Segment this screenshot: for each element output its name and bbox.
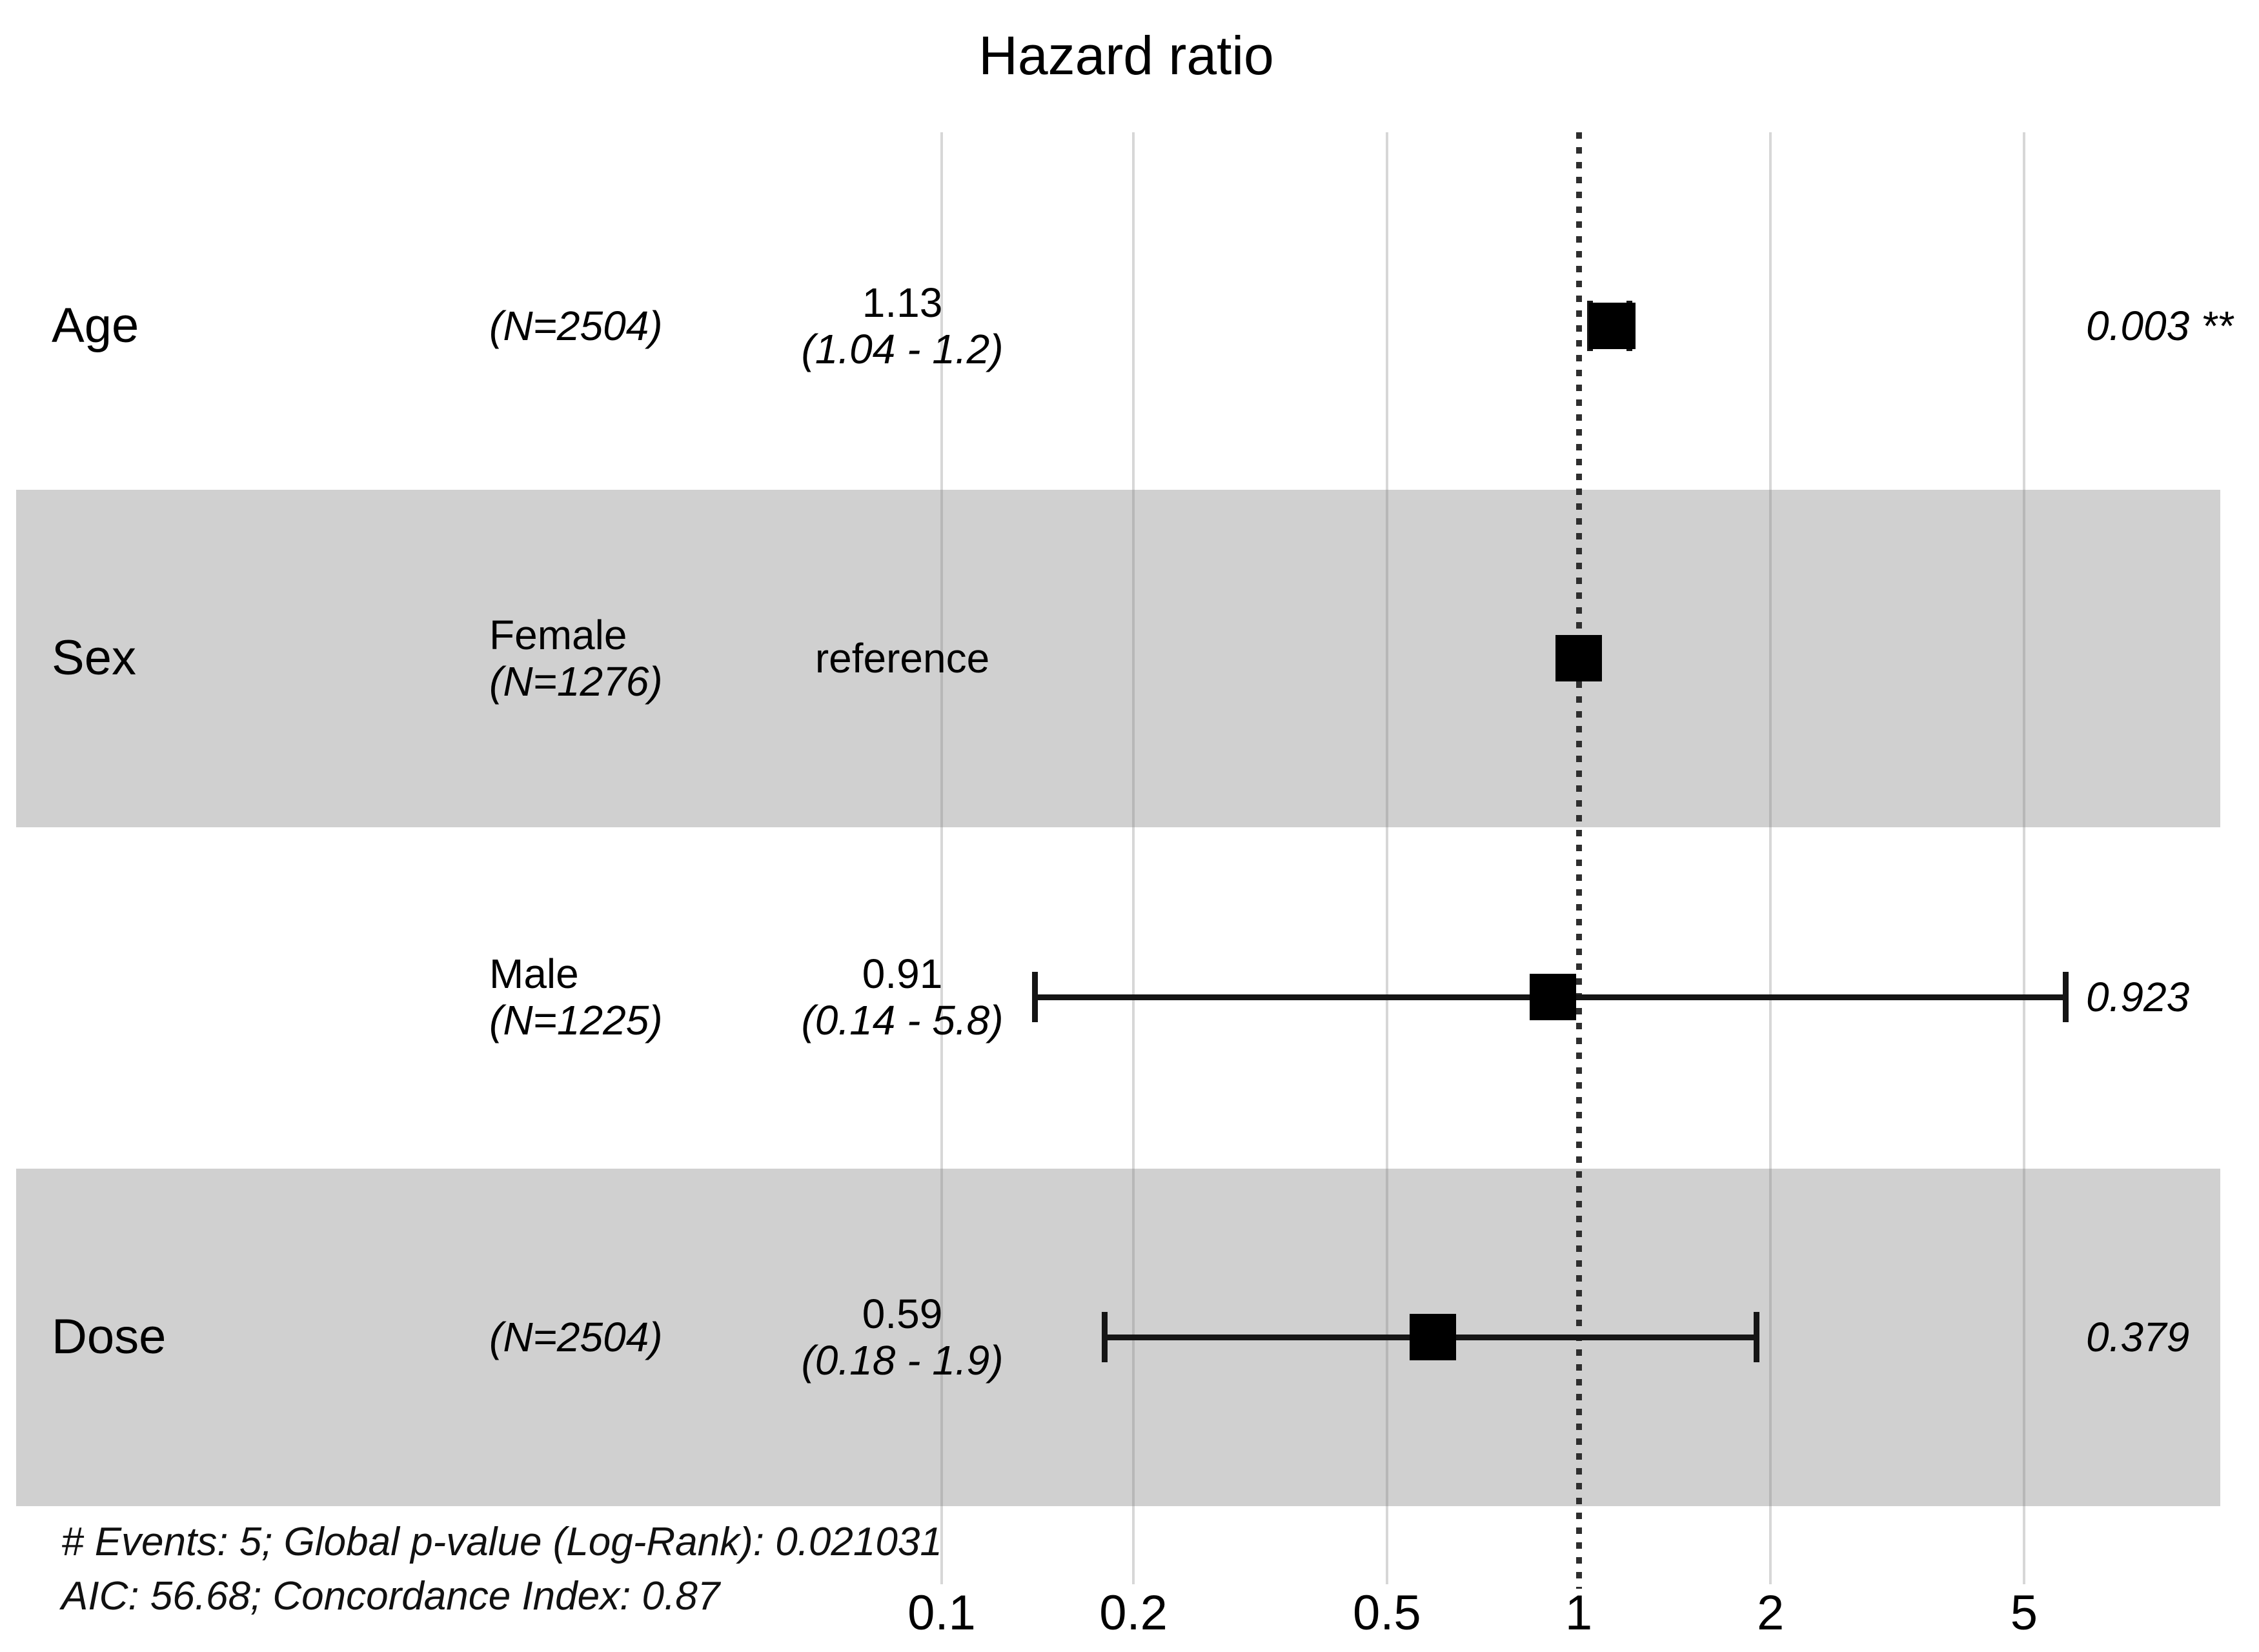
x-gridline bbox=[1385, 132, 1388, 1584]
chart-title: Hazard ratio bbox=[978, 25, 1274, 86]
reference-line bbox=[1576, 132, 1582, 1589]
level-name: Male bbox=[489, 951, 579, 997]
estimate-ci: (1.04 - 1.2) bbox=[801, 326, 1004, 372]
hr-marker bbox=[1529, 974, 1576, 1020]
x-tick-label: 0.2 bbox=[1099, 1586, 1168, 1640]
row-p-value: 0.923 bbox=[2086, 974, 2190, 1020]
row-variable-label: Sex bbox=[52, 630, 136, 685]
level-n-count: (N=2504) bbox=[489, 1314, 663, 1360]
level-name: Female bbox=[489, 612, 627, 658]
row-p-value: 0.003 ** bbox=[2086, 303, 2233, 349]
hr-marker bbox=[1409, 1314, 1456, 1360]
ci-cap-right bbox=[1754, 1312, 1760, 1362]
row-estimate: reference bbox=[709, 587, 1096, 729]
x-tick-label: 1 bbox=[1565, 1586, 1593, 1640]
estimate-value: reference bbox=[815, 635, 990, 681]
hr-marker bbox=[1589, 303, 1636, 349]
level-n-count: (N=1276) bbox=[489, 658, 663, 705]
x-gridline bbox=[1132, 132, 1135, 1584]
model-statistics: # Events: 5; Global p-value (Log-Rank): … bbox=[61, 1515, 942, 1624]
row-level-label: (N=2504) bbox=[489, 1266, 663, 1408]
row-level-label: (N=2504) bbox=[489, 255, 663, 397]
row-level-label: Male (N=1225) bbox=[489, 926, 663, 1068]
row-estimate: 1.13 (1.04 - 1.2) bbox=[709, 255, 1096, 397]
footnote-aic-concordance: AIC: 56.68; Concordance Index: 0.87 bbox=[61, 1574, 720, 1618]
ci-cap-left bbox=[1101, 1312, 1108, 1362]
estimate-value: 0.59 bbox=[862, 1291, 943, 1337]
x-gridline bbox=[2022, 132, 2025, 1584]
x-tick-label: 0.1 bbox=[907, 1586, 976, 1640]
x-tick-label: 0.5 bbox=[1353, 1586, 1421, 1640]
level-n-count: (N=1225) bbox=[489, 997, 663, 1043]
x-gridline bbox=[1769, 132, 1772, 1584]
row-p-value: 0.379 bbox=[2086, 1314, 2190, 1360]
ci-cap-right bbox=[2062, 972, 2069, 1022]
row-variable-label: Age bbox=[52, 298, 139, 353]
estimate-ci: (0.18 - 1.9) bbox=[801, 1337, 1004, 1384]
row-estimate: 0.91 (0.14 - 5.8) bbox=[709, 926, 1096, 1068]
x-gridline bbox=[940, 132, 943, 1584]
row-estimate: 0.59 (0.18 - 1.9) bbox=[709, 1266, 1096, 1408]
row-level-label: Female (N=1276) bbox=[489, 587, 663, 729]
estimate-value: 1.13 bbox=[862, 279, 943, 326]
level-n-count: (N=2504) bbox=[489, 303, 663, 349]
row-variable-label: Dose bbox=[52, 1309, 167, 1364]
ci-cap-left bbox=[1032, 972, 1038, 1022]
x-tick-label: 2 bbox=[1756, 1586, 1785, 1640]
x-tick-label: 5 bbox=[2010, 1586, 2038, 1640]
row-shading-band bbox=[16, 490, 2220, 827]
footnote-events-global-p: # Events: 5; Global p-value (Log-Rank): … bbox=[61, 1520, 942, 1564]
hr-marker bbox=[1555, 635, 1602, 681]
estimate-ci: (0.14 - 5.8) bbox=[801, 997, 1004, 1043]
estimate-value: 0.91 bbox=[862, 951, 943, 997]
